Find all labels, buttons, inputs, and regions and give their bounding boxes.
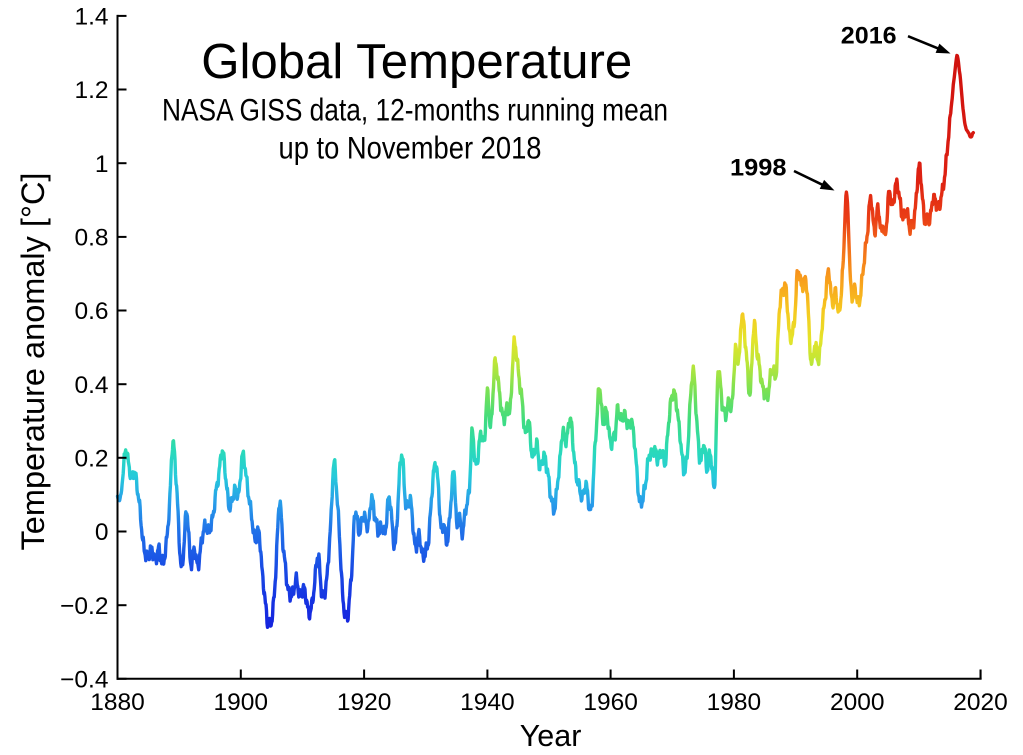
- svg-text:1: 1: [95, 151, 109, 178]
- svg-text:2000: 2000: [830, 689, 885, 716]
- svg-text:NASA GISS data, 12-months runn: NASA GISS data, 12-months running mean: [162, 92, 668, 128]
- svg-text:0: 0: [95, 519, 109, 546]
- svg-text:−0.2: −0.2: [60, 593, 108, 620]
- svg-text:1960: 1960: [583, 689, 638, 716]
- svg-text:Temperature anomaly [°C]: Temperature anomaly [°C]: [15, 173, 51, 551]
- svg-text:0.8: 0.8: [74, 225, 108, 252]
- svg-text:1.2: 1.2: [74, 77, 108, 104]
- svg-text:2020: 2020: [953, 689, 1008, 716]
- svg-text:2016: 2016: [841, 23, 897, 50]
- svg-text:Year: Year: [520, 719, 582, 753]
- svg-text:1940: 1940: [460, 689, 515, 716]
- svg-text:1998: 1998: [730, 155, 787, 182]
- svg-text:1880: 1880: [90, 689, 145, 716]
- svg-text:Global Temperature: Global Temperature: [201, 34, 632, 89]
- svg-text:0.4: 0.4: [74, 372, 108, 399]
- svg-text:1980: 1980: [707, 689, 762, 716]
- svg-text:1920: 1920: [337, 689, 392, 716]
- svg-text:0.6: 0.6: [74, 298, 108, 325]
- svg-text:0.2: 0.2: [74, 445, 108, 472]
- svg-text:up to November 2018: up to November 2018: [279, 130, 542, 166]
- svg-text:1900: 1900: [214, 689, 269, 716]
- svg-text:1.4: 1.4: [74, 4, 108, 31]
- svg-text:−0.4: −0.4: [60, 666, 108, 693]
